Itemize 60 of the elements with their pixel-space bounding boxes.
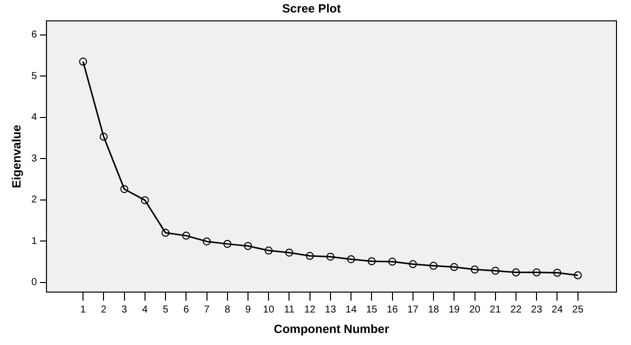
x-tick-label: 3 bbox=[122, 304, 128, 316]
point bbox=[470, 266, 479, 274]
point bbox=[285, 248, 294, 257]
y-tick-label: 2 bbox=[31, 194, 38, 206]
x-tick-label: 17 bbox=[407, 304, 419, 316]
x-tick-label: 20 bbox=[469, 304, 481, 316]
point bbox=[553, 268, 562, 277]
point bbox=[182, 232, 190, 240]
x-tick-label: 4 bbox=[142, 304, 148, 316]
y-tick-label: 3 bbox=[31, 153, 38, 164]
point bbox=[100, 132, 108, 141]
x-tick-label: 11 bbox=[284, 304, 295, 316]
x-tick-label: 10 bbox=[263, 304, 275, 316]
point bbox=[430, 262, 438, 270]
x-tick-label: 12 bbox=[304, 304, 316, 316]
x-tick-label: 19 bbox=[448, 304, 460, 316]
point bbox=[120, 185, 128, 194]
y-tick-label: 4 bbox=[31, 112, 38, 124]
x-axis-title: Component Number bbox=[274, 322, 390, 336]
y-axis-title: Eigenvalue bbox=[10, 124, 24, 188]
point bbox=[512, 268, 520, 276]
x-tick-label: 21 bbox=[490, 304, 502, 316]
point bbox=[347, 255, 356, 264]
x-tick-label: 7 bbox=[204, 304, 210, 316]
point bbox=[79, 58, 88, 66]
point bbox=[532, 268, 541, 276]
x-tick-label: 23 bbox=[531, 304, 543, 316]
x-tick-label: 18 bbox=[428, 304, 440, 316]
x-tick-label: 16 bbox=[386, 304, 398, 316]
point bbox=[202, 237, 211, 246]
y-tick-label: 0 bbox=[31, 277, 38, 288]
x-tick-label: 25 bbox=[572, 304, 584, 316]
x-tick-label: 15 bbox=[366, 304, 378, 316]
y-tick-label: 5 bbox=[31, 70, 38, 82]
x-tick-label: 14 bbox=[346, 304, 358, 316]
x-tick-label: 5 bbox=[162, 304, 169, 316]
point bbox=[223, 240, 232, 248]
x-tick-label: 13 bbox=[324, 304, 336, 316]
point bbox=[388, 258, 396, 266]
point bbox=[574, 271, 582, 280]
point bbox=[264, 246, 273, 255]
y-tick-label: 6 bbox=[31, 30, 38, 41]
point bbox=[491, 266, 500, 275]
point bbox=[162, 228, 170, 237]
x-tick-label: 22 bbox=[510, 304, 522, 316]
x-tick-label: 24 bbox=[552, 304, 564, 316]
point bbox=[306, 252, 314, 260]
x-tick-label: 1 bbox=[80, 304, 86, 316]
point bbox=[244, 242, 252, 250]
point bbox=[408, 260, 417, 268]
x-tick-label: 2 bbox=[100, 304, 107, 316]
x-tick-label: 8 bbox=[224, 304, 231, 316]
chart-title: Scree Plot bbox=[282, 2, 341, 16]
x-tick-label: 9 bbox=[245, 304, 252, 316]
point bbox=[326, 252, 334, 261]
point bbox=[450, 263, 458, 272]
point bbox=[368, 257, 376, 266]
y-tick-label: 1 bbox=[31, 236, 38, 247]
point bbox=[140, 196, 149, 204]
x-tick-label: 6 bbox=[183, 304, 190, 316]
